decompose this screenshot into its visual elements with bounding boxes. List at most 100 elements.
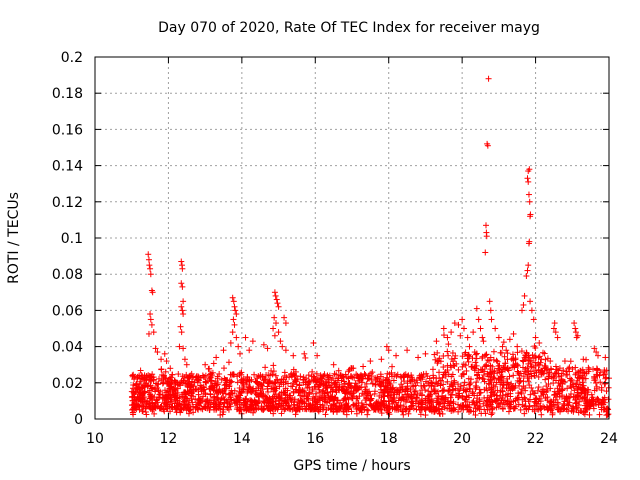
- data-point: [129, 372, 136, 379]
- data-point: [201, 403, 208, 410]
- data-point: [567, 390, 574, 397]
- data-point: [416, 406, 423, 413]
- data-points: [128, 75, 612, 419]
- data-point: [527, 391, 534, 398]
- data-point: [440, 381, 447, 388]
- data-point: [500, 405, 507, 412]
- data-point: [377, 371, 384, 378]
- data-point: [431, 351, 438, 358]
- data-point: [440, 364, 447, 371]
- data-point: [455, 408, 462, 415]
- data-point: [472, 359, 479, 366]
- data-point: [262, 375, 269, 382]
- data-point: [388, 369, 395, 376]
- data-point: [353, 410, 360, 417]
- data-point: [459, 363, 466, 370]
- data-point: [174, 397, 181, 404]
- data-point: [309, 368, 316, 375]
- data-point: [562, 371, 569, 378]
- data-point: [605, 396, 612, 403]
- data-point: [406, 377, 413, 384]
- data-point: [569, 403, 576, 410]
- data-point: [510, 372, 517, 379]
- data-point: [586, 411, 593, 418]
- data-point: [162, 387, 169, 394]
- data-point: [504, 350, 511, 357]
- data-point: [490, 356, 497, 363]
- data-point: [276, 391, 283, 398]
- data-point: [461, 382, 468, 389]
- data-point: [484, 387, 491, 394]
- data-point: [536, 361, 543, 368]
- data-point: [149, 399, 156, 406]
- data-point: [552, 363, 559, 370]
- data-point: [547, 385, 554, 392]
- data-point: [287, 371, 294, 378]
- data-point: [457, 383, 464, 390]
- data-point: [568, 384, 575, 391]
- data-point: [429, 366, 436, 373]
- data-point: [208, 370, 215, 377]
- data-point: [522, 384, 529, 391]
- data-point: [343, 411, 350, 418]
- data-point: [168, 393, 175, 400]
- data-point: [332, 379, 339, 386]
- data-point: [169, 388, 176, 395]
- data-point: [240, 375, 247, 382]
- data-point: [528, 373, 535, 380]
- data-point: [581, 394, 588, 401]
- data-point: [262, 364, 269, 371]
- data-point: [417, 411, 424, 418]
- data-point: [139, 408, 146, 415]
- data-point: [415, 400, 422, 407]
- data-point: [306, 384, 313, 391]
- data-point: [535, 384, 542, 391]
- data-point: [189, 399, 196, 406]
- data-point: [422, 387, 429, 394]
- data-point: [571, 387, 578, 394]
- data-point: [531, 353, 538, 360]
- data-point: [167, 392, 174, 399]
- data-point: [298, 397, 305, 404]
- data-point: [514, 349, 521, 356]
- data-point: [272, 387, 279, 394]
- data-point: [572, 364, 579, 371]
- data-point: [489, 363, 496, 370]
- data-point: [198, 388, 205, 395]
- data-point: [591, 387, 598, 394]
- data-point: [556, 383, 563, 390]
- data-point: [271, 386, 278, 393]
- data-point: [227, 394, 234, 401]
- data-point: [422, 412, 429, 419]
- data-point: [398, 381, 405, 388]
- data-point: [193, 386, 200, 393]
- data-point: [411, 391, 418, 398]
- data-point: [486, 357, 493, 364]
- data-point: [480, 400, 487, 407]
- data-point: [281, 389, 288, 396]
- data-point: [465, 358, 472, 365]
- data-point: [416, 374, 423, 381]
- data-point: [473, 350, 480, 357]
- data-point: [576, 381, 583, 388]
- data-point: [430, 374, 437, 381]
- data-point: [345, 368, 352, 375]
- data-point: [444, 348, 451, 355]
- data-point: [455, 366, 462, 373]
- data-point: [376, 381, 383, 388]
- data-point: [483, 351, 490, 358]
- data-point: [246, 378, 253, 385]
- data-point: [278, 410, 285, 417]
- data-point: [399, 408, 406, 415]
- data-point: [162, 368, 169, 375]
- data-point: [461, 379, 468, 386]
- data-point: [490, 348, 497, 355]
- data-point: [291, 396, 298, 403]
- data-point: [265, 388, 272, 395]
- data-point: [514, 368, 521, 375]
- data-point: [548, 366, 555, 373]
- data-point: [222, 385, 229, 392]
- data-point: [484, 357, 491, 364]
- data-point: [372, 388, 379, 395]
- data-point: [228, 396, 235, 403]
